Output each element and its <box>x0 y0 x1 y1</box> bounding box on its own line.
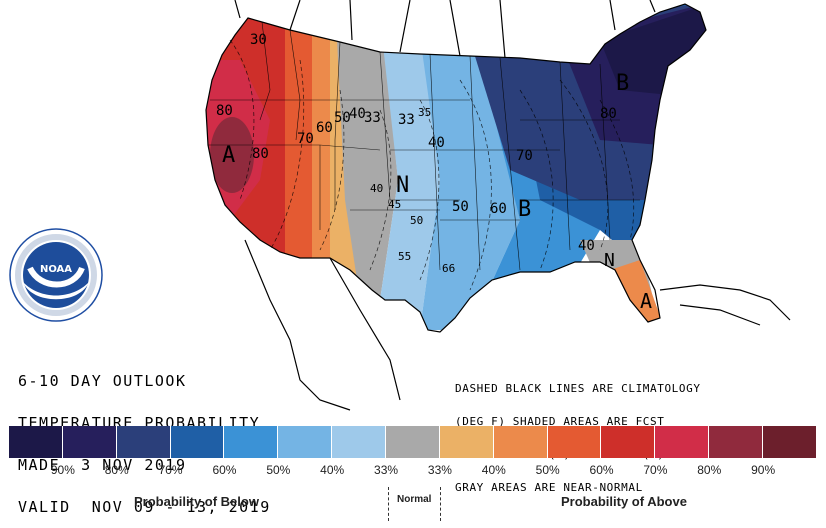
iso-80-c: 80 <box>600 106 617 122</box>
legend-caption-above: Probability of Above <box>561 494 687 509</box>
iso-45: 45 <box>388 198 401 211</box>
iso-50-a: 50 <box>334 110 351 126</box>
iso-80-a: 80 <box>216 103 233 119</box>
probability-legend-ticks: 90% 80% 70% 60% 50% 40% 33% 33% 40% 50% 60% 70% 80% 9… <box>0 463 826 479</box>
outlook-valid-range: VALID NOV 09 - 13, 2019 <box>18 498 271 516</box>
legend-tick-label: 40% <box>320 463 345 477</box>
legend-swatch <box>386 426 440 458</box>
outlook-made-date: MADE 3 NOV 2019 <box>18 456 187 474</box>
iso-66: 66 <box>442 262 455 275</box>
noaa-logo-text: NOAA <box>40 264 72 275</box>
legend-swatch <box>170 426 225 458</box>
country-outline <box>205 0 791 411</box>
legend-tick-label: 33% <box>427 463 452 477</box>
legend-tick-label: 70% <box>643 463 668 477</box>
legend-tick-label: 80% <box>104 463 129 477</box>
normal-divider-right <box>440 487 441 521</box>
iso-40-b: 40 <box>428 135 445 151</box>
iso-40-a: 40 <box>349 106 366 122</box>
legend-tick-label: 40% <box>481 463 506 477</box>
legend-swatch <box>547 426 602 458</box>
legend-caption-normal: Normal <box>397 494 432 505</box>
legend-swatch <box>655 426 710 458</box>
iso-50-b: 50 <box>452 199 469 215</box>
iso-60-b: 60 <box>490 201 507 217</box>
legend-swatch <box>493 426 548 458</box>
iso-70-a: 70 <box>297 131 314 147</box>
legend-swatch <box>9 426 63 458</box>
note-line1: DASHED BLACK LINES ARE CLIMATOLOGY <box>455 382 701 395</box>
iso-33-b: 33 <box>398 112 415 128</box>
legend-tick-label: 33% <box>374 463 399 477</box>
legend-tick-label: 50% <box>535 463 560 477</box>
iso-33-a: 33 <box>364 110 381 126</box>
legend-tick-label: 90% <box>751 463 776 477</box>
noaa-logo: NOAA <box>9 228 103 322</box>
legend-swatch <box>278 426 333 458</box>
iso-70-b: 70 <box>516 148 533 164</box>
legend-tick-label: 90% <box>50 463 75 477</box>
iso-35: 35 <box>418 106 431 119</box>
legend-swatch <box>763 426 817 458</box>
outlook-title-line1: 6-10 DAY OUTLOOK <box>18 372 187 390</box>
legend-tick-label: 60% <box>589 463 614 477</box>
legend-swatch <box>62 426 117 458</box>
legend-swatch <box>439 426 494 458</box>
label-n-plains: N <box>396 173 409 198</box>
iso-60-a: 60 <box>316 120 333 136</box>
probability-legend-bar <box>9 426 817 458</box>
iso-80-b: 80 <box>252 146 269 162</box>
label-a-west: A <box>222 143 235 168</box>
legend-swatch <box>332 426 387 458</box>
iso-55: 55 <box>398 250 411 263</box>
legend-swatch <box>116 426 171 458</box>
legend-tick-label: 60% <box>212 463 237 477</box>
label-n-southeast: N <box>604 250 615 271</box>
label-a-florida: A <box>640 289 652 313</box>
iso-40-d: 40 <box>578 238 595 254</box>
state-lines <box>208 21 640 271</box>
legend-caption-below: Probability of Below <box>134 494 259 509</box>
iso-30: 30 <box>250 32 267 48</box>
legend-tick-label: 50% <box>266 463 291 477</box>
legend-swatch <box>709 426 764 458</box>
normal-divider-left <box>388 487 389 521</box>
iso-40-c: 40 <box>370 182 383 195</box>
climatology-isolines <box>229 39 635 291</box>
legend-tick-label: 80% <box>697 463 722 477</box>
legend-tick-label: 70% <box>158 463 183 477</box>
iso-50-c: 50 <box>410 214 423 227</box>
note-line4: GRAY AREAS ARE NEAR-NORMAL <box>455 481 643 494</box>
legend-swatch <box>224 426 279 458</box>
legend-swatch <box>601 426 656 458</box>
label-b-central: B <box>518 197 531 222</box>
note-line2: (DEG F) SHADED AREAS ARE FCST <box>455 415 665 428</box>
label-b-northeast: B <box>616 71 629 96</box>
